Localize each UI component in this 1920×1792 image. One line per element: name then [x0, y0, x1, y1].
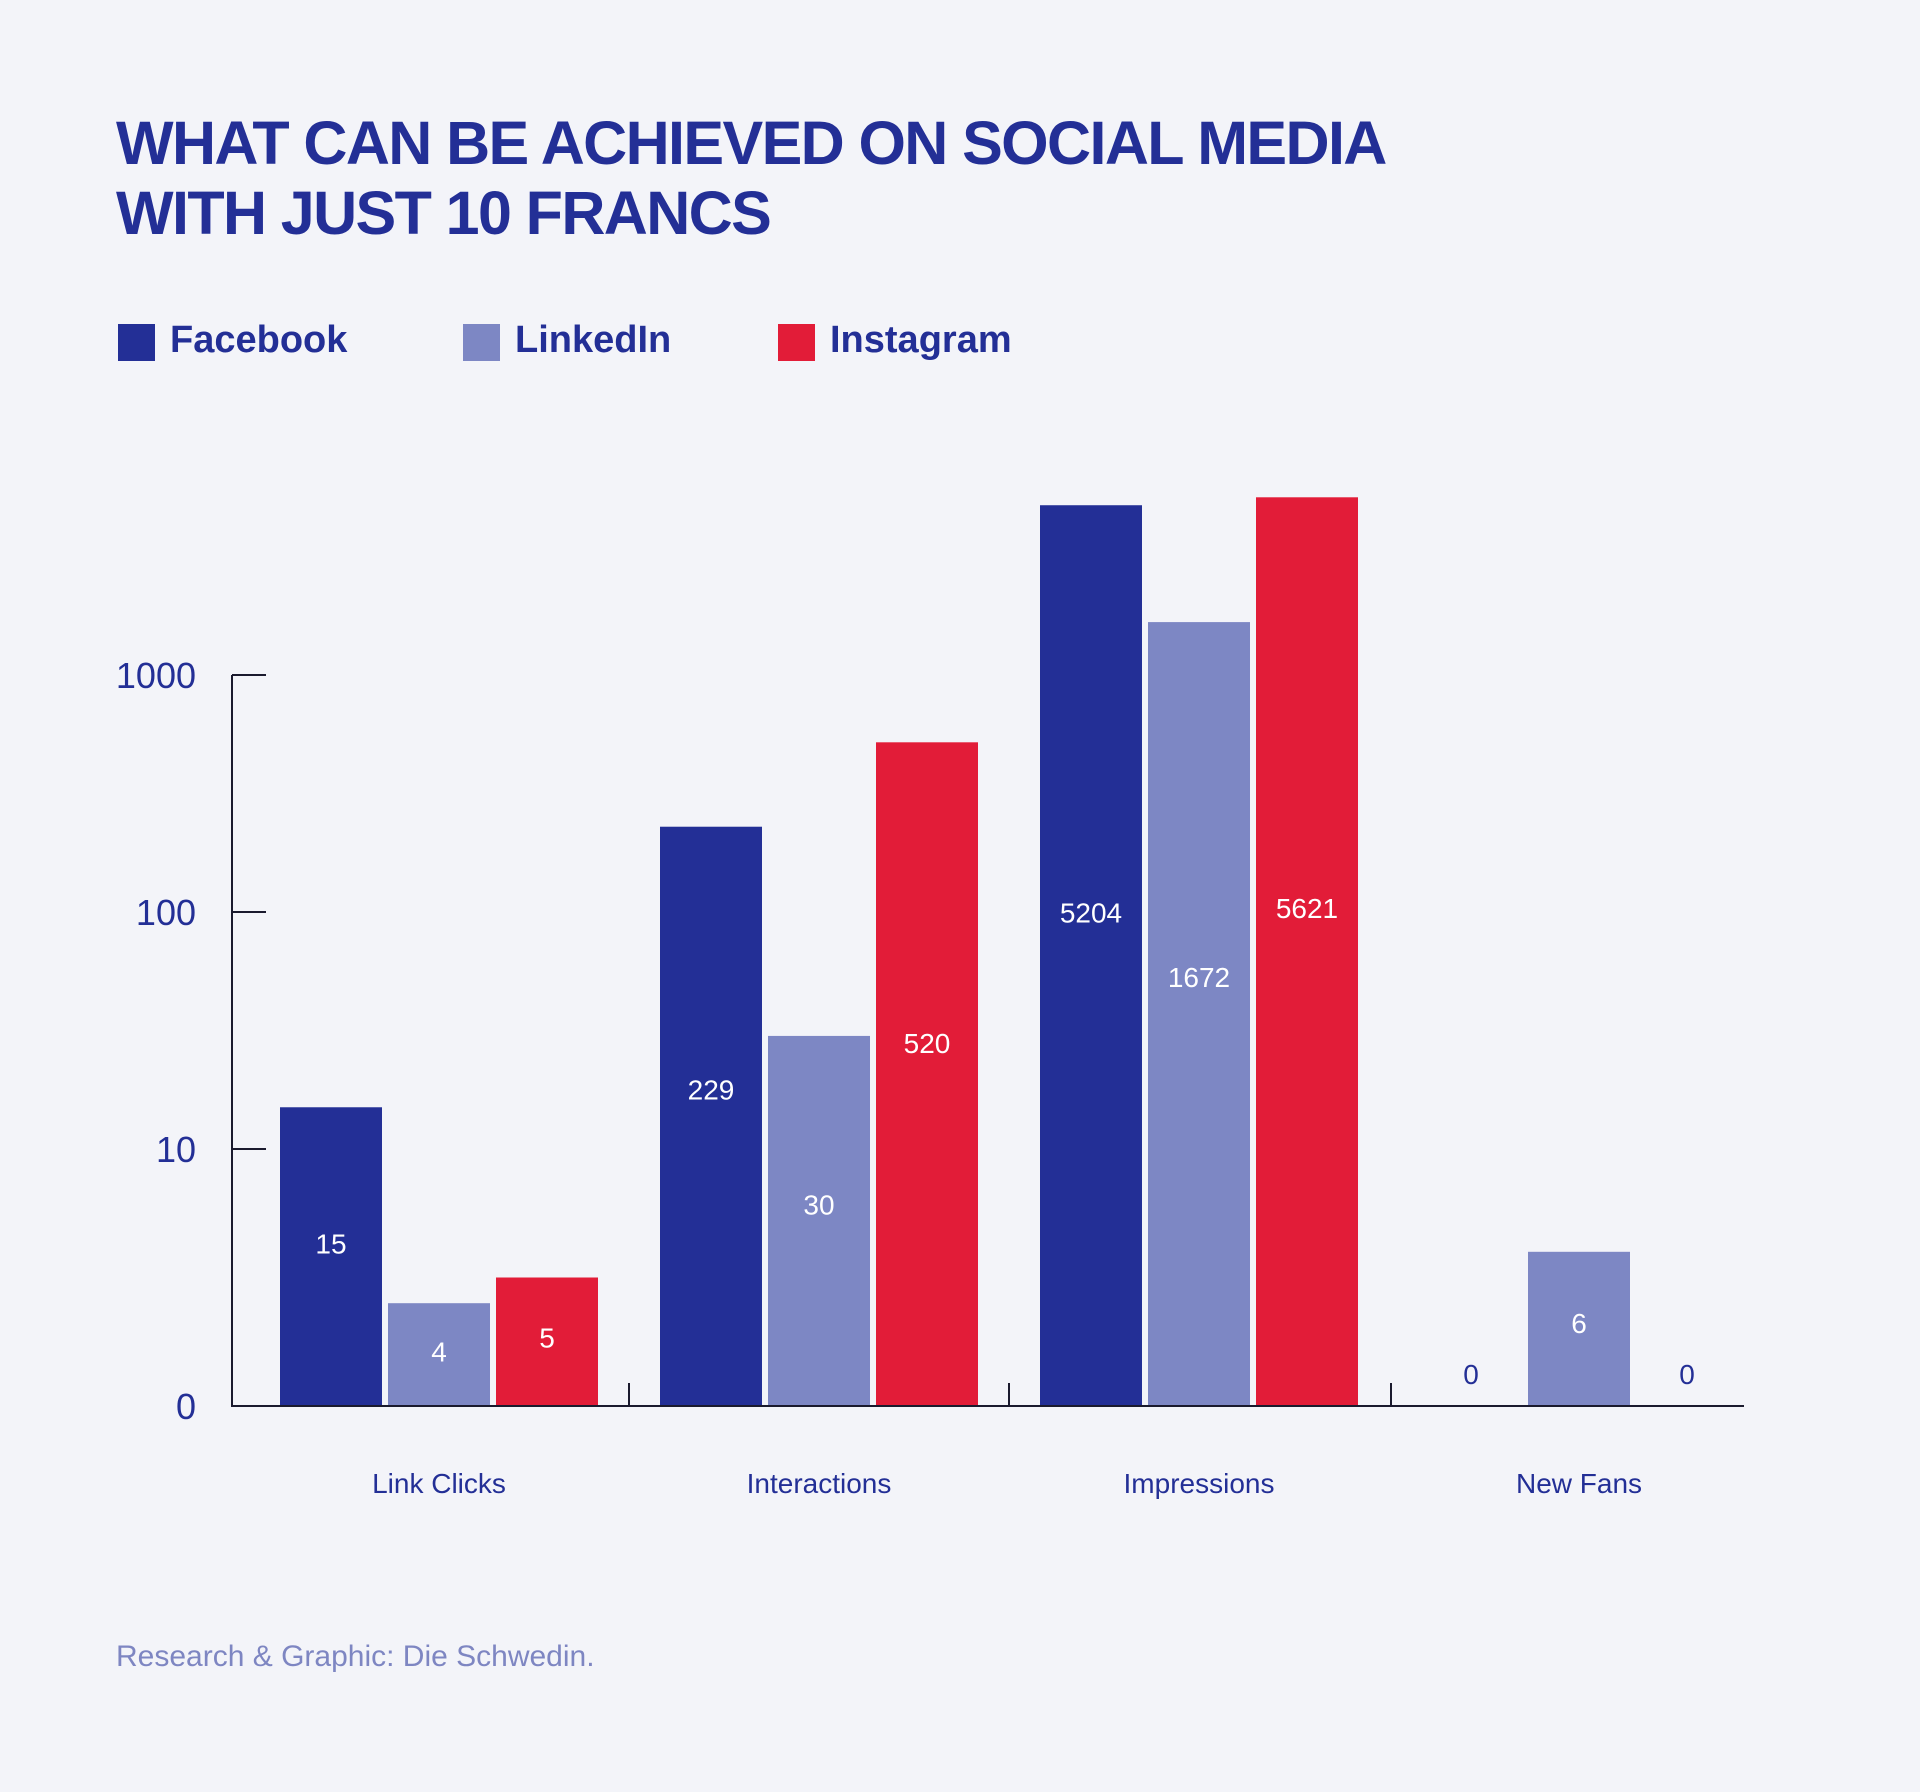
data-label-impressions-linkedin: 1672 [1168, 962, 1230, 993]
legend-label-instagram: Instagram [830, 319, 1012, 361]
y-tick-label-0: 0 [176, 1386, 196, 1427]
bar-interactions-linkedin [768, 1035, 870, 1406]
data-label-link-clicks-linkedin: 4 [431, 1336, 447, 1367]
bar-impressions-instagram [1256, 497, 1358, 1406]
legend-swatch-instagram [778, 324, 815, 361]
bar-link-clicks-instagram [496, 1277, 598, 1406]
data-label-new-fans-facebook: 0 [1463, 1359, 1479, 1390]
x-tick-label-interactions: Interactions [747, 1468, 892, 1499]
data-label-interactions-instagram: 520 [904, 1028, 951, 1059]
legend-label-linkedin: LinkedIn [515, 319, 672, 361]
data-label-link-clicks-instagram: 5 [539, 1322, 555, 1353]
x-tick-label-link-clicks: Link Clicks [372, 1468, 506, 1499]
y-tick-label-1000: 1000 [116, 655, 196, 696]
data-label-impressions-facebook: 5204 [1060, 898, 1122, 929]
data-label-interactions-facebook: 229 [688, 1074, 735, 1105]
legend-swatch-linkedin [463, 324, 500, 361]
y-tick-label-10: 10 [156, 1129, 196, 1170]
chart-title: WHAT CAN BE ACHIEVED ON SOCIAL MEDIA WIT… [116, 108, 1616, 248]
bar-interactions-instagram [876, 742, 978, 1406]
x-tick-label-impressions: Impressions [1124, 1468, 1275, 1499]
data-label-link-clicks-facebook: 15 [315, 1229, 346, 1260]
chart-title-line-1: WHAT CAN BE ACHIEVED ON SOCIAL MEDIA [116, 109, 1387, 177]
data-label-impressions-instagram: 5621 [1276, 893, 1338, 924]
y-tick-label-100: 100 [136, 892, 196, 933]
bar-link-clicks-facebook [280, 1107, 382, 1406]
bar-link-clicks-linkedin [388, 1303, 490, 1406]
data-label-new-fans-linkedin: 6 [1571, 1308, 1587, 1339]
legend-label-facebook: Facebook [170, 319, 348, 361]
source-credit: Research & Graphic: Die Schwedin. [116, 1640, 595, 1673]
data-label-interactions-linkedin: 30 [803, 1189, 834, 1220]
bar-impressions-linkedin [1148, 622, 1250, 1406]
chart-title-line-2: WITH JUST 10 FRANCS [116, 179, 772, 247]
data-label-new-fans-instagram: 0 [1679, 1359, 1695, 1390]
bar-impressions-facebook [1040, 505, 1142, 1407]
bar-new-fans-linkedin [1528, 1251, 1630, 1406]
legend-swatch-facebook [118, 324, 155, 361]
x-tick-label-new-fans: New Fans [1516, 1468, 1642, 1499]
bar-interactions-facebook [660, 826, 762, 1406]
